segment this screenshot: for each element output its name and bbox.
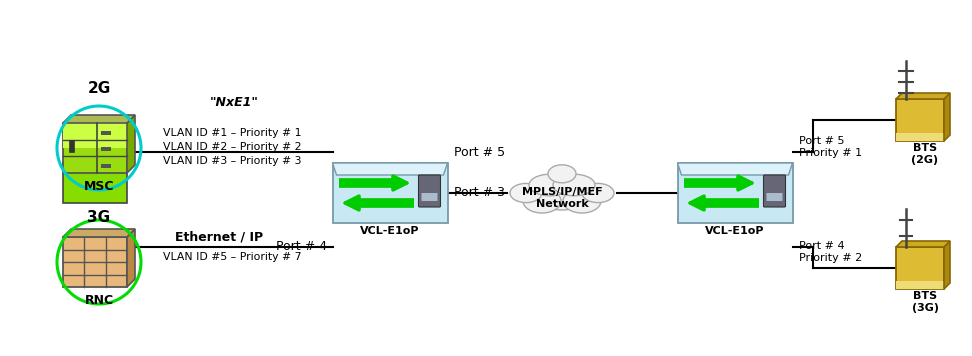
Ellipse shape xyxy=(563,189,601,213)
FancyBboxPatch shape xyxy=(101,131,111,135)
Text: VLAN ID #1 – Priority # 1: VLAN ID #1 – Priority # 1 xyxy=(163,128,301,138)
Polygon shape xyxy=(896,93,950,99)
Text: Port # 4: Port # 4 xyxy=(275,241,327,253)
FancyBboxPatch shape xyxy=(896,281,944,289)
FancyBboxPatch shape xyxy=(101,163,111,168)
Text: MPLS/IP/MEF
Network: MPLS/IP/MEF Network xyxy=(522,187,603,209)
Text: Port # 4
Priority # 2: Port # 4 Priority # 2 xyxy=(799,241,862,263)
FancyBboxPatch shape xyxy=(101,147,111,151)
Text: VCL-E1oP: VCL-E1oP xyxy=(706,226,765,236)
Text: VLAN ID #5 – Priority # 7: VLAN ID #5 – Priority # 7 xyxy=(163,252,301,262)
FancyBboxPatch shape xyxy=(63,237,127,287)
Polygon shape xyxy=(332,163,447,175)
Ellipse shape xyxy=(553,174,595,196)
Polygon shape xyxy=(944,241,950,289)
Ellipse shape xyxy=(510,183,542,203)
Polygon shape xyxy=(944,93,950,141)
FancyBboxPatch shape xyxy=(767,193,782,201)
Text: VLAN ID #2 – Priority # 2: VLAN ID #2 – Priority # 2 xyxy=(163,142,301,152)
FancyBboxPatch shape xyxy=(896,132,944,141)
FancyBboxPatch shape xyxy=(332,163,447,223)
FancyBboxPatch shape xyxy=(63,123,127,148)
Polygon shape xyxy=(63,229,135,237)
Ellipse shape xyxy=(582,183,614,203)
Polygon shape xyxy=(63,163,127,203)
FancyBboxPatch shape xyxy=(763,175,785,207)
Polygon shape xyxy=(896,241,950,247)
Polygon shape xyxy=(127,229,135,287)
Text: BTS
(3G): BTS (3G) xyxy=(912,291,939,313)
Polygon shape xyxy=(677,163,792,175)
Ellipse shape xyxy=(529,174,571,196)
Polygon shape xyxy=(127,115,135,173)
Ellipse shape xyxy=(537,180,587,210)
Text: Port # 5
Priority # 1: Port # 5 Priority # 1 xyxy=(799,136,861,158)
FancyBboxPatch shape xyxy=(677,163,792,223)
Polygon shape xyxy=(63,123,127,146)
Ellipse shape xyxy=(548,165,576,183)
Polygon shape xyxy=(63,115,135,123)
FancyBboxPatch shape xyxy=(422,193,437,201)
Text: 2G: 2G xyxy=(87,81,111,96)
FancyBboxPatch shape xyxy=(419,175,440,207)
Text: BTS
(2G): BTS (2G) xyxy=(912,143,939,164)
Ellipse shape xyxy=(523,189,561,213)
Text: VLAN ID #3 – Priority # 3: VLAN ID #3 – Priority # 3 xyxy=(163,156,301,166)
FancyBboxPatch shape xyxy=(69,140,74,152)
FancyBboxPatch shape xyxy=(896,99,944,141)
Text: Ethernet / IP: Ethernet / IP xyxy=(175,230,263,244)
Text: VCL-E1oP: VCL-E1oP xyxy=(361,226,420,236)
FancyBboxPatch shape xyxy=(63,123,127,173)
FancyBboxPatch shape xyxy=(896,247,944,289)
Text: MSC: MSC xyxy=(84,180,115,193)
Text: Port # 5: Port # 5 xyxy=(454,146,504,158)
Text: RNC: RNC xyxy=(85,294,114,307)
Text: Port # 3: Port # 3 xyxy=(454,187,504,199)
Text: 3G: 3G xyxy=(87,210,111,225)
Text: "NxE1": "NxE1" xyxy=(210,96,259,110)
